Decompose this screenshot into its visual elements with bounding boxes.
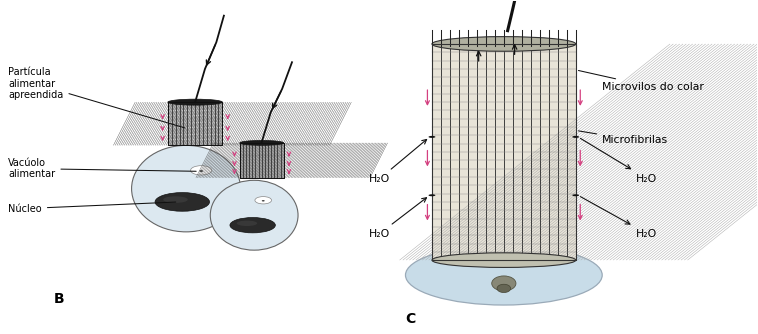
Text: C: C xyxy=(406,312,415,326)
Ellipse shape xyxy=(255,197,271,204)
Bar xyxy=(168,102,222,145)
Bar xyxy=(432,44,576,260)
Ellipse shape xyxy=(236,221,257,226)
Ellipse shape xyxy=(230,217,275,233)
Ellipse shape xyxy=(262,200,265,201)
Ellipse shape xyxy=(168,99,222,105)
Bar xyxy=(168,102,222,145)
Text: H₂O: H₂O xyxy=(369,198,427,238)
Ellipse shape xyxy=(497,284,511,293)
Bar xyxy=(432,44,576,260)
Ellipse shape xyxy=(199,170,203,172)
Ellipse shape xyxy=(210,180,298,250)
Ellipse shape xyxy=(132,145,240,232)
Ellipse shape xyxy=(240,141,283,145)
Text: Núcleo: Núcleo xyxy=(8,202,176,213)
Ellipse shape xyxy=(432,37,576,51)
Text: Microvilos do colar: Microvilos do colar xyxy=(578,70,704,92)
Ellipse shape xyxy=(428,194,435,196)
Ellipse shape xyxy=(155,193,209,211)
Text: B: B xyxy=(54,292,64,306)
Ellipse shape xyxy=(492,276,516,291)
Ellipse shape xyxy=(428,136,435,138)
Text: Flagelo: Flagelo xyxy=(0,333,1,334)
Ellipse shape xyxy=(406,245,602,305)
Text: Partícula
alimentar
apreendida: Partícula alimentar apreendida xyxy=(8,67,185,128)
Text: H₂O: H₂O xyxy=(581,138,657,184)
Bar xyxy=(240,143,283,178)
Text: H₂O: H₂O xyxy=(369,140,427,184)
Ellipse shape xyxy=(190,166,211,175)
Text: Microfibrilas: Microfibrilas xyxy=(578,131,669,145)
Ellipse shape xyxy=(432,253,576,268)
Bar xyxy=(240,143,283,178)
Ellipse shape xyxy=(572,194,579,196)
Text: Vacúolo
alimentar: Vacúolo alimentar xyxy=(8,158,196,179)
Ellipse shape xyxy=(163,196,188,203)
Ellipse shape xyxy=(572,136,579,138)
Text: H₂O: H₂O xyxy=(581,197,657,238)
